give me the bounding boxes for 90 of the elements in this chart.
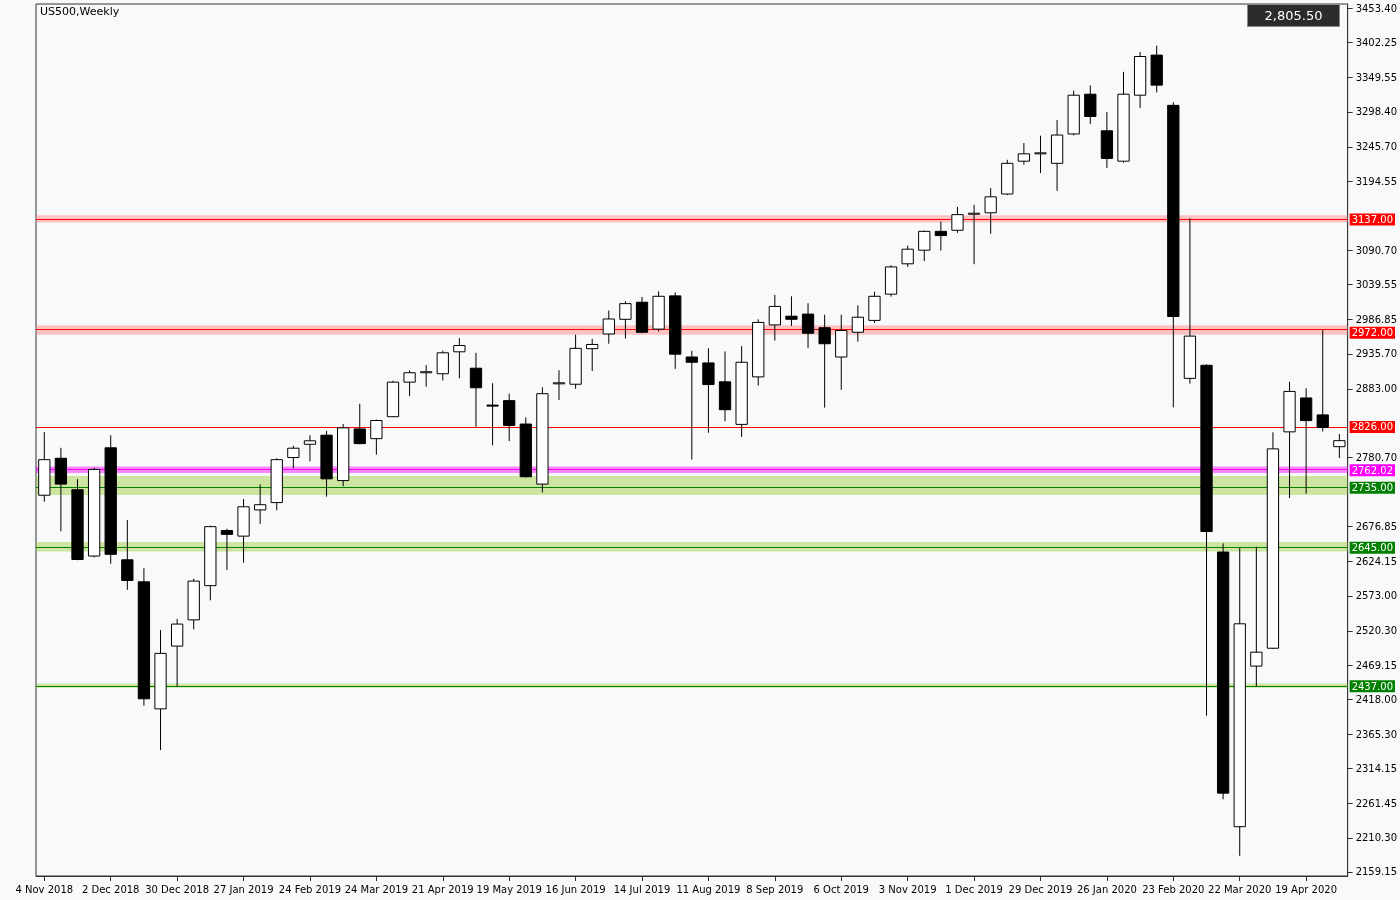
- y-tick-label: 2261.45: [1355, 798, 1398, 810]
- y-tick-label: 2159.15: [1355, 866, 1398, 878]
- x-tick-label: 8 Sep 2019: [746, 883, 804, 895]
- ref-line-label: 2762.02: [1351, 464, 1394, 476]
- candlestick: [287, 445, 300, 469]
- candlestick: [602, 310, 615, 345]
- candlestick: [170, 618, 184, 688]
- candlestick: [934, 221, 948, 252]
- y-tick-label: 2676.85: [1355, 521, 1398, 532]
- y-tick-label: 2986.85: [1355, 314, 1398, 326]
- candlestick: [1333, 433, 1346, 459]
- y-tick-label: 2780.70: [1355, 451, 1398, 463]
- y-tick-label: 3453.40: [1355, 2, 1398, 14]
- x-tick-label: 29 Dec 2019: [1008, 883, 1073, 895]
- candlestick: [403, 369, 416, 397]
- y-tick-label: 3194.55: [1355, 175, 1398, 187]
- x-tick-label: 16 Jun 2019: [545, 883, 606, 895]
- annotation: 2,805.50: [1264, 8, 1323, 23]
- y-tick-label: 2935.70: [1355, 348, 1398, 360]
- ref-line-label: 2735.00: [1351, 482, 1394, 494]
- candlestick: [1316, 329, 1329, 432]
- x-tick-label: 27 Jan 2019: [213, 883, 274, 895]
- candlestick: [685, 350, 698, 461]
- y-tick-label: 3298.40: [1355, 106, 1398, 118]
- y-tick-label: 3245.70: [1355, 141, 1398, 153]
- candlestick: [586, 338, 599, 372]
- x-tick-label: 26 Jan 2020: [1076, 883, 1137, 895]
- candlestick: [967, 204, 981, 265]
- x-tick-label: 19 Apr 2020: [1275, 883, 1338, 895]
- y-tick-label: 2573.00: [1355, 590, 1398, 602]
- y-tick-label: 2883.00: [1355, 383, 1398, 395]
- candlestick: [552, 369, 566, 401]
- x-tick-label: 2 Dec 2018: [81, 883, 140, 895]
- ref-line-label: 2645.00: [1351, 542, 1394, 554]
- y-tick-label: 3349.55: [1355, 72, 1398, 84]
- x-tick-label: 4 Nov 2018: [15, 883, 74, 895]
- chart-title: US500,Weekly: [40, 5, 120, 18]
- candlestick: [1017, 142, 1031, 166]
- x-tick-label: 22 Mar 2020: [1208, 883, 1272, 895]
- y-tick-label: 3039.55: [1355, 279, 1398, 291]
- y-tick-label: 3402.25: [1355, 37, 1398, 49]
- candlestick: [768, 294, 781, 342]
- x-tick-label: 24 Mar 2019: [344, 883, 409, 895]
- candlestick: [436, 350, 449, 381]
- y-tick-label: 2624.15: [1355, 556, 1398, 568]
- y-tick-label: 2469.15: [1355, 659, 1398, 671]
- candlestick: [303, 434, 317, 462]
- candlestick: [469, 352, 483, 428]
- y-tick-label: 2365.30: [1355, 728, 1398, 740]
- x-tick-label: 23 Feb 2020: [1142, 883, 1205, 895]
- candlestick: [818, 314, 831, 409]
- x-tick-label: 24 Feb 2019: [278, 883, 342, 895]
- candlestick: [918, 230, 931, 262]
- ref-line-label: 2972.00: [1351, 327, 1394, 339]
- x-tick-label: 3 Nov 2019: [878, 883, 937, 895]
- candlestick: [951, 206, 964, 234]
- x-tick-label: 11 Aug 2019: [676, 883, 741, 895]
- x-tick-label: 21 Apr 2019: [411, 883, 474, 895]
- candlestick: [1084, 84, 1097, 125]
- x-tick-label: 6 Oct 2019: [813, 883, 869, 895]
- ref-line-label: 2826.00: [1351, 421, 1394, 433]
- ref-line-label: 3137.00: [1351, 214, 1394, 225]
- candlestick: [370, 419, 383, 456]
- ref-line-label: 2437.00: [1351, 680, 1394, 692]
- candlestick: [121, 519, 134, 591]
- y-tick-label: 2520.30: [1355, 625, 1398, 637]
- candlestick: [901, 245, 914, 268]
- candlestick: [1250, 546, 1263, 688]
- candlestick: [1034, 135, 1047, 174]
- candlestick: [851, 304, 864, 343]
- candlestick: [619, 300, 632, 340]
- candlestick: [1299, 387, 1313, 495]
- candlestick: [353, 403, 366, 445]
- candlestick: [420, 364, 433, 388]
- candlestick: [785, 295, 798, 327]
- x-tick-label: 1 Dec 2019: [945, 883, 1003, 895]
- candlestick: [254, 483, 267, 525]
- candlestick: [801, 302, 815, 349]
- candlestick: [486, 382, 499, 446]
- x-tick-label: 14 Jul 2019: [613, 883, 671, 895]
- x-tick-label: 19 May 2019: [476, 883, 542, 895]
- y-tick-label: 2314.15: [1355, 762, 1398, 774]
- y-tick-label: 3090.70: [1355, 244, 1398, 256]
- candlestick: [453, 337, 466, 379]
- y-tick-label: 2210.30: [1355, 832, 1398, 844]
- candlestick: [702, 347, 715, 434]
- candlestick: [984, 187, 997, 235]
- y-tick-label: 2418.00: [1355, 693, 1398, 705]
- x-tick-label: 30 Dec 2018: [145, 883, 210, 895]
- candlestick: [220, 528, 234, 571]
